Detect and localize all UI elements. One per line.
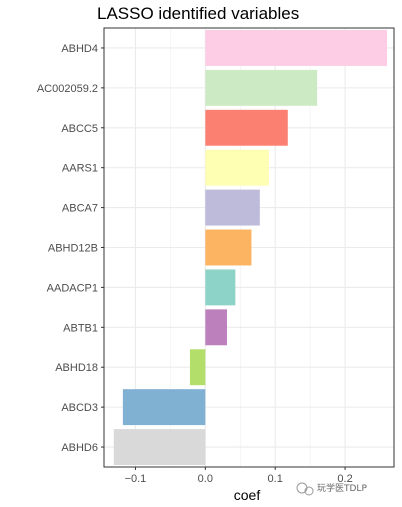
y-tick-label: ABHD6 xyxy=(61,442,98,454)
bar-ac002059-2 xyxy=(205,69,318,106)
x-tick-label: 0.0 xyxy=(198,473,213,485)
y-tick-label: AADACP1 xyxy=(47,282,98,294)
x-tick-label: 0.1 xyxy=(268,473,283,485)
bar-abhd6 xyxy=(113,429,206,466)
y-tick-label: ABCC5 xyxy=(61,123,98,135)
bar-abhd4 xyxy=(205,29,388,66)
y-tick-label: ABHD18 xyxy=(55,362,98,374)
y-tick-label: AC002059.2 xyxy=(37,83,98,95)
bar-aars1 xyxy=(205,149,269,186)
bar-abtb1 xyxy=(205,309,227,346)
y-tick-label: ABHD4 xyxy=(61,43,98,55)
bar-abhd12b xyxy=(205,229,252,266)
watermark: 玩学医TDLP xyxy=(296,482,367,496)
x-axis-title: coef xyxy=(234,487,261,503)
y-tick-label: ABCA7 xyxy=(62,203,98,215)
bar-abca7 xyxy=(205,189,260,226)
wechat-icon xyxy=(296,482,308,494)
watermark-text: 玩学医TDLP xyxy=(317,482,367,494)
plot-panel xyxy=(103,27,395,468)
wechat-icon-dot xyxy=(304,486,314,496)
x-tick-label: −0.1 xyxy=(125,473,147,485)
bar-aadacp1 xyxy=(205,269,236,306)
y-tick-label: ABTB1 xyxy=(63,322,98,334)
y-tick-label: ABCD3 xyxy=(61,402,98,414)
y-axis-ticks: ABHD4 AC002059.2 ABCC5 AARS1 ABCA7 ABHD12B AAD… xyxy=(37,43,104,454)
y-tick-label: AARS1 xyxy=(62,163,98,175)
y-tick-label: ABHD12B xyxy=(48,243,98,255)
chart-title: LASSO identified variables xyxy=(97,4,299,23)
bars xyxy=(113,29,388,466)
x-tick-label: 0.2 xyxy=(337,473,352,485)
bar-abcc5 xyxy=(205,109,288,146)
x-axis-ticks: −0.1 0.0 0.1 0.2 xyxy=(125,467,353,485)
bar-abcd3 xyxy=(122,389,206,426)
bar-abhd18 xyxy=(189,349,206,386)
